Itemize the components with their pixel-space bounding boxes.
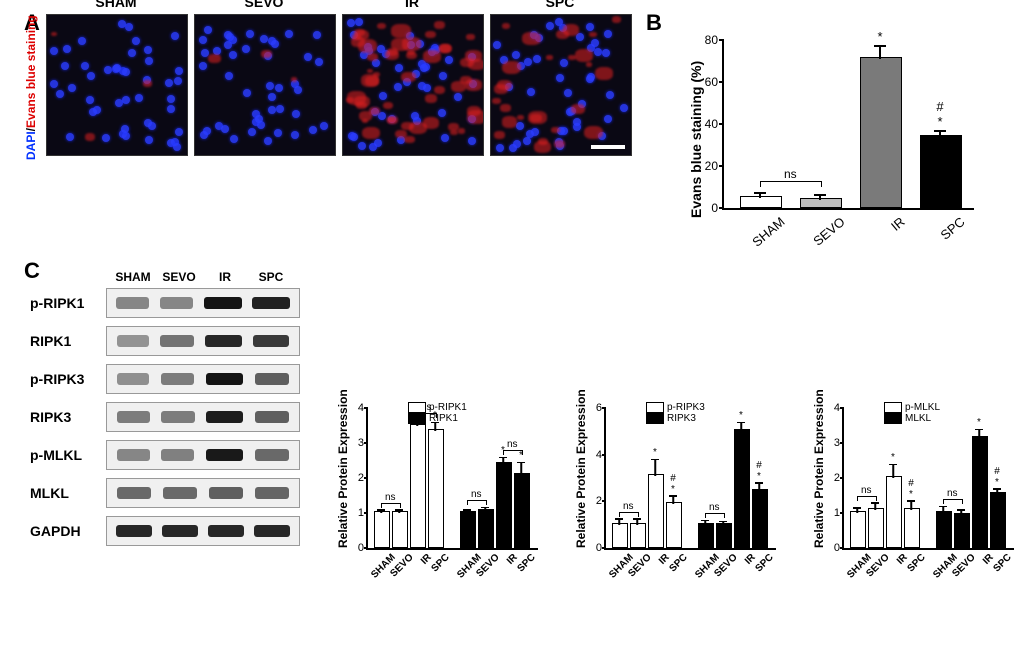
bar (954, 513, 970, 548)
bar (850, 511, 866, 548)
blot-row: RIPK1 (30, 326, 300, 356)
bar (612, 523, 628, 548)
panel-b-chart: 020406080SHAMSEVOIR*SPC# *ns (722, 40, 974, 210)
blot-row: GAPDH (30, 516, 300, 546)
panel-b: Evans blue staining (%) 020406080SHAMSEV… (670, 30, 990, 250)
bar (734, 429, 750, 548)
blot-row: MLKL (30, 478, 300, 508)
blot-row: RIPK3 (30, 402, 300, 432)
panel-a: SHAMSEVOIRSPC (46, 14, 632, 156)
bar (904, 508, 920, 549)
blot-row: p-MLKL (30, 440, 300, 470)
figure: A B C DAPI/Evans blue staining SHAMSEVOI… (10, 10, 1010, 658)
bar (374, 511, 390, 548)
bar (716, 523, 732, 548)
bar (990, 492, 1006, 548)
panel-label-b: B (646, 10, 662, 36)
bar (800, 198, 842, 208)
bar (936, 511, 952, 548)
bar (860, 57, 902, 208)
bar (698, 523, 714, 548)
panel-c-chart-2: 0246nsSHAMSEVOIR*SPC# *nsSHAMSEVOIR*SPC#… (564, 400, 784, 590)
bar (428, 429, 444, 548)
bar (514, 473, 530, 549)
panel-c-chart-1: 01234nsnsSHAMSEVOIR*SPC*nsnsSHAMSEVOIR*S… (326, 400, 546, 590)
bar (410, 424, 426, 549)
panel-c-chart-3: 01234nsSHAMSEVOIR*SPC# *nsSHAMSEVOIR*SPC… (802, 400, 1020, 590)
microscopy-image (46, 14, 188, 156)
bar (972, 436, 988, 548)
micro-label: SEVO (194, 0, 334, 10)
bar (740, 196, 782, 209)
bar (868, 508, 884, 549)
bar (392, 511, 408, 548)
panel-a-ylabel: DAPI/Evans blue staining (24, 15, 38, 160)
panel-c-blots: SHAMSEVOIRSPCp-RIPK1RIPK1p-RIPK3RIPK3p-M… (30, 270, 300, 554)
micro-label: SPC (490, 0, 630, 10)
microscopy-image (342, 14, 484, 156)
bar (630, 523, 646, 548)
microscopy-image (490, 14, 632, 156)
micro-label: SHAM (46, 0, 186, 10)
bar (920, 135, 962, 208)
micro-label: IR (342, 0, 482, 10)
bar (460, 511, 476, 548)
scalebar (591, 145, 625, 149)
bar (752, 489, 768, 548)
bar (496, 462, 512, 548)
blot-row: p-RIPK3 (30, 364, 300, 394)
microscopy-image (194, 14, 336, 156)
bar (666, 502, 682, 548)
blot-row: p-RIPK1 (30, 288, 300, 318)
bar (478, 509, 494, 548)
